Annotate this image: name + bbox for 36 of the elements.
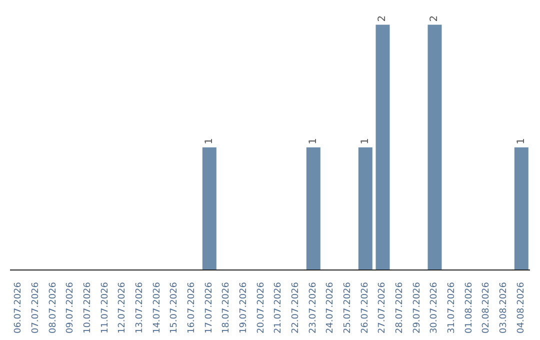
x-tick-label: 04.08.2026 <box>516 282 526 334</box>
x-tick-label: 22.07.2026 <box>291 282 301 334</box>
x-tick-label: 18.07.2026 <box>222 282 232 334</box>
x-tick-label: 06.07.2026 <box>14 282 24 334</box>
x-tick-label: 14.07.2026 <box>152 282 162 334</box>
x-tick-label: 12.07.2026 <box>118 282 128 334</box>
data-label: 1 <box>204 138 215 144</box>
x-tick-label: 21.07.2026 <box>274 282 284 334</box>
x-tick-label: 20.07.2026 <box>256 282 266 334</box>
data-label: 1 <box>308 138 319 144</box>
x-tick-label: 31.07.2026 <box>447 282 457 334</box>
x-tick-label: 29.07.2026 <box>412 282 422 334</box>
x-tick-label: 26.07.2026 <box>360 282 370 334</box>
x-tick-label: 15.07.2026 <box>170 282 180 334</box>
data-label: 1 <box>360 138 371 144</box>
x-tick-label: 24.07.2026 <box>326 282 336 334</box>
x-tick-label: 28.07.2026 <box>395 282 405 334</box>
x-tick-label: 07.07.2026 <box>31 282 41 334</box>
x-tick-label: 11.07.2026 <box>100 282 110 334</box>
x-tick-label: 19.07.2026 <box>239 282 249 334</box>
x-tick-label: 25.07.2026 <box>343 282 353 334</box>
data-label: 2 <box>429 15 440 22</box>
x-tick-label: 10.07.2026 <box>83 282 93 334</box>
x-tick-label: 01.08.2026 <box>464 282 474 334</box>
x-tick-label: 08.07.2026 <box>48 282 58 334</box>
x-tick-label: 13.07.2026 <box>135 282 145 334</box>
x-tick-label: 27.07.2026 <box>378 282 388 334</box>
x-tick-label: 02.08.2026 <box>482 282 492 334</box>
x-tick-label: 30.07.2026 <box>430 282 440 334</box>
x-tick-label: 16.07.2026 <box>187 282 197 334</box>
x-tick-label: 03.08.2026 <box>499 282 509 334</box>
data-label: 2 <box>377 15 388 22</box>
data-label: 1 <box>516 138 527 144</box>
x-tick-label: 23.07.2026 <box>308 282 318 334</box>
x-tick-label: 17.07.2026 <box>204 282 214 334</box>
x-tick-label: 09.07.2026 <box>66 282 76 334</box>
